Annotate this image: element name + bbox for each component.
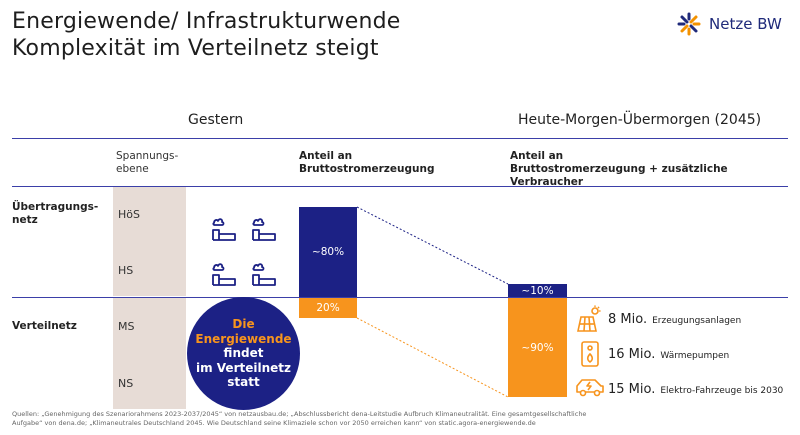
stat-heat-pumps-number: 16 Mio. (608, 347, 656, 362)
voltage-head-line-1: Spannungs- (116, 150, 179, 162)
section-gestern: Gestern (188, 112, 244, 128)
share-column-header: Anteil an Bruttostromerzeugung (299, 150, 435, 176)
title-line-2: Komplexität im Verteilnetz steigt (12, 36, 379, 61)
source-line-2: Aufgabe“ von dena.de; „Klimaneutrales De… (12, 419, 536, 427)
bar-yesterday-transmission: ~80% (299, 207, 357, 297)
stat-e-vehicles: 15 Mio. Elektro-Fahrzeuge bis 2030 (608, 382, 783, 397)
bar-future-transmission: ~10% (508, 284, 567, 297)
heat-pump-icon (581, 341, 599, 367)
power-plant-icon (252, 218, 276, 241)
row-label-transmission: Übertragungs- netz (12, 201, 98, 227)
future-head-line-2: Bruttostromerzeugung + zusätzliche Verbr… (510, 163, 728, 188)
source-line-1: Quellen: „Genehmigung des Szenariorahmen… (12, 410, 587, 418)
section-future: Heute-Morgen-Übermorgen (2045) (518, 112, 762, 128)
netze-bw-logo: Netze BW (677, 10, 782, 38)
callout-line-3: findet (223, 346, 264, 361)
voltage-block-distribution (113, 298, 186, 409)
callout-line-4: im Verteilnetz (196, 360, 291, 375)
voltage-level-ns: NS (118, 377, 134, 390)
voltage-level-hs: HS (118, 264, 134, 277)
column-head-divider (12, 186, 788, 187)
voltage-level-ms: MS (118, 320, 135, 333)
bar-yesterday-transmission-label: ~80% (311, 246, 345, 258)
title-line-1: Energiewende/ Infrastrukturwende (12, 9, 401, 34)
source-footnote: Quellen: „Genehmigung des Szenariorahmen… (12, 410, 787, 428)
future-head-line-1: Anteil an (510, 150, 564, 162)
callout-line-2: Energiewende (195, 331, 292, 346)
netze-bw-star-logo-icon (677, 12, 701, 36)
power-plant-icon (212, 218, 236, 241)
connector-transmission (356, 206, 509, 285)
solar-wind-icon (577, 305, 601, 332)
header-divider (12, 138, 788, 139)
transmission-line-2: netz (12, 214, 38, 226)
bar-future-distribution: ~90% (508, 298, 567, 397)
stat-heat-pumps-desc: Wärmepumpen (660, 351, 730, 361)
voltage-level-hoes: HöS (118, 208, 140, 221)
connector-distribution (356, 317, 509, 398)
stat-e-vehicles-desc: Elektro-Fahrzeuge bis 2030 (660, 386, 784, 396)
logo-text: Netze BW (709, 15, 782, 33)
page-title: Energiewende/ Infrastrukturwende Komplex… (12, 8, 401, 62)
voltage-head-line-2: ebene (116, 163, 149, 175)
stat-e-vehicles-number: 15 Mio. (608, 382, 656, 397)
transmission-line-1: Übertragungs- (12, 201, 99, 213)
bar-future-transmission-label: ~10% (521, 284, 554, 297)
bar-future-distribution-label: ~90% (521, 341, 554, 354)
level-divider (12, 297, 788, 298)
stat-generation: 8 Mio. Erzeugungsanlagen (608, 312, 741, 327)
bar-yesterday-distribution-label: 20% (316, 302, 340, 314)
share-head-line-1: Anteil an (299, 150, 353, 162)
bar-yesterday-distribution: 20% (299, 298, 357, 318)
share-head-line-2: Bruttostromerzeugung (299, 163, 435, 175)
voltage-block-transmission (113, 187, 186, 296)
stat-generation-desc: Erzeugungsanlagen (652, 316, 742, 326)
energiewende-callout: Die Energiewende findet im Verteilnetz s… (187, 297, 300, 410)
row-label-distribution: Verteilnetz (12, 320, 77, 332)
callout-line-5: statt (227, 375, 260, 390)
voltage-column-header: Spannungs- ebene (116, 150, 178, 176)
electric-car-icon (576, 379, 604, 397)
power-plant-icon (252, 263, 276, 286)
power-plant-icon (212, 263, 236, 286)
stat-generation-number: 8 Mio. (608, 312, 648, 327)
stat-heat-pumps: 16 Mio. Wärmepumpen (608, 347, 729, 362)
future-column-header: Anteil an Bruttostromerzeugung + zusätzl… (510, 150, 800, 189)
callout-line-1: Die (232, 317, 255, 332)
